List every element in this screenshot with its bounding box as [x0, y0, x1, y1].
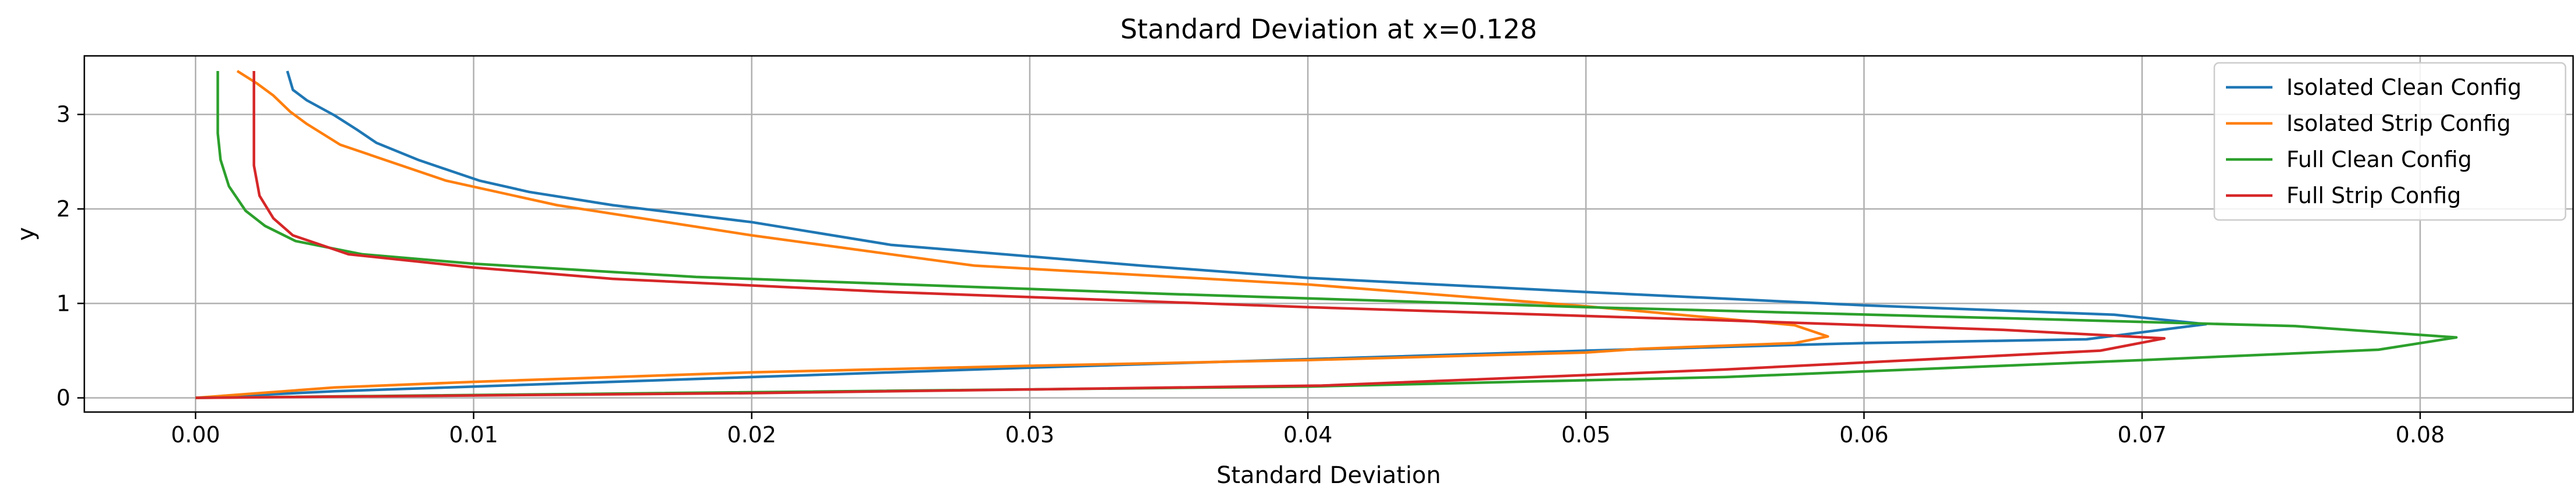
- x-tick-label: 0.00: [171, 422, 220, 448]
- x-tick-label: 0.02: [727, 422, 776, 448]
- x-tick-label: 0.05: [1561, 422, 1611, 448]
- x-tick-label: 0.06: [1839, 422, 1889, 448]
- legend-label: Full Strip Config: [2286, 183, 2461, 208]
- y-axis: 0 1 2 3: [56, 102, 84, 411]
- y-tick-label: 0: [56, 385, 70, 411]
- series-line: [195, 71, 2166, 399]
- y-tick-label: 3: [56, 102, 70, 127]
- y-tick-label: 2: [56, 196, 70, 222]
- y-axis-label: y: [13, 227, 40, 241]
- x-axis: 0.00 0.01 0.02 0.03 0.04 0.05 0.06 0.07 0.08: [171, 412, 2445, 448]
- x-tick-label: 0.04: [1283, 422, 1333, 448]
- plot-frame: [83, 55, 2574, 413]
- x-tick-label: 0.07: [2117, 422, 2167, 448]
- x-tick-label: 0.03: [1005, 422, 1055, 448]
- legend-label: Full Clean Config: [2286, 147, 2472, 172]
- series-line: [195, 71, 2458, 399]
- y-tick-label: 1: [56, 290, 70, 316]
- x-axis-label: Standard Deviation: [1216, 462, 1441, 489]
- chart-title: Standard Deviation at x=0.128: [1121, 13, 1537, 45]
- x-tick-label: 0.01: [449, 422, 498, 448]
- series-group: [195, 70, 2458, 399]
- legend-label: Isolated Clean Config: [2286, 74, 2521, 100]
- x-tick-label: 0.08: [2396, 422, 2445, 448]
- legend-label: Isolated Strip Config: [2286, 111, 2511, 136]
- series-line: [195, 70, 1829, 399]
- legend-box: [2213, 62, 2567, 221]
- legend: Isolated Clean Config Isolated Strip Conf…: [2213, 62, 2567, 221]
